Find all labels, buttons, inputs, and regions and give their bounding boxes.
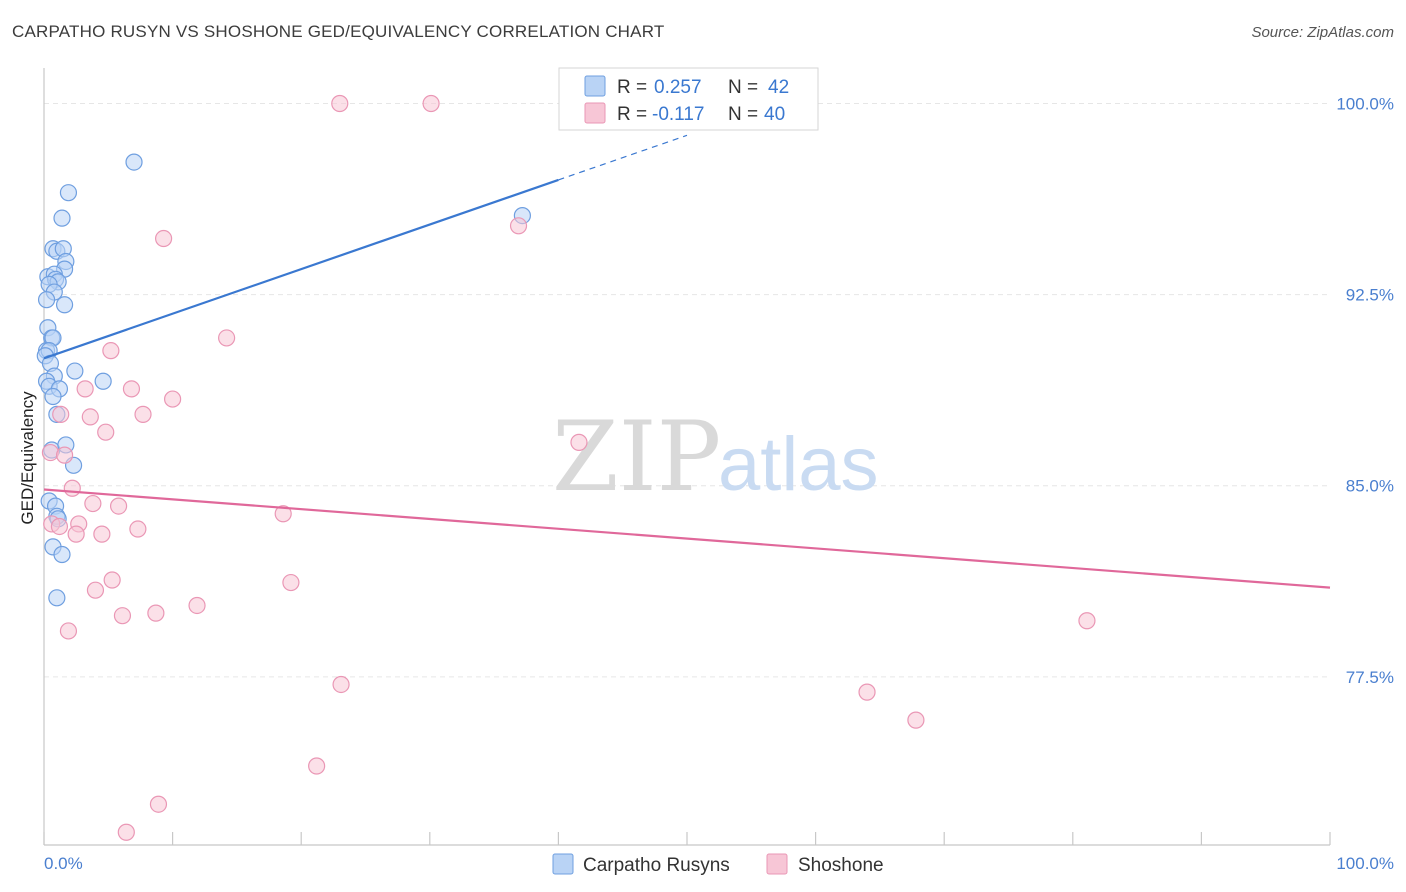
point-shoshone — [570, 433, 588, 451]
point-carpatho-rusyns — [59, 184, 78, 202]
point-carpatho-rusyns — [37, 291, 56, 309]
stats-box: R = 0.257 N = 42 R = -0.117 N = 40 — [558, 67, 819, 131]
point-carpatho-rusyns — [44, 387, 62, 406]
point-shoshone — [282, 573, 300, 592]
point-shoshone — [84, 494, 102, 513]
y-tick-labels: 77.5% 85.0% 92.5% 100.0% — [1336, 94, 1394, 686]
point-shoshone — [188, 596, 206, 615]
point-shoshone — [422, 94, 440, 113]
stats-r-value-blue: 0.257 — [654, 77, 702, 98]
point-shoshone — [858, 683, 876, 701]
point-shoshone — [331, 94, 349, 113]
point-shoshone — [509, 217, 528, 235]
y-tick-label: 77.5% — [1346, 668, 1394, 687]
point-shoshone — [274, 505, 292, 523]
point-shoshone — [147, 604, 165, 622]
legend-label-carpatho-rusyns: Carpatho Rusyns — [583, 855, 730, 876]
point-carpatho-rusyns — [125, 153, 143, 171]
point-carpatho-rusyns — [55, 296, 74, 314]
point-shoshone — [907, 711, 925, 729]
series-carpatho-rusyns — [36, 153, 531, 607]
point-shoshone — [50, 517, 69, 536]
watermark-atlas: atlas — [718, 422, 879, 507]
point-shoshone — [154, 229, 173, 248]
point-shoshone — [113, 607, 132, 625]
legend-swatch-shoshone — [766, 853, 788, 875]
stats-n-label-pink: N = — [728, 104, 758, 125]
legend-swatch-carpatho-rusyns — [552, 853, 574, 875]
gridlines — [44, 102, 1330, 678]
watermark: ZIP atlas — [552, 401, 879, 513]
point-shoshone — [67, 525, 85, 543]
point-shoshone — [86, 581, 105, 599]
point-shoshone — [332, 675, 350, 694]
point-shoshone — [103, 571, 121, 589]
point-shoshone — [134, 405, 152, 423]
x-tick-label-max: 100.0% — [1336, 854, 1394, 873]
stats-n-label-blue: N = — [728, 77, 758, 98]
point-shoshone — [1078, 612, 1096, 630]
y-tick-label: 85.0% — [1346, 477, 1394, 496]
stats-swatch-pink — [584, 102, 606, 124]
x-tick-label-min: 0.0% — [44, 854, 83, 873]
trend-line-carpatho-rusyns-extension — [558, 134, 688, 181]
point-carpatho-rusyns — [94, 372, 112, 390]
stats-r-label-blue: R = — [617, 77, 647, 98]
stats-swatch-blue — [584, 75, 606, 97]
y-axis-label: GED/Equivalency — [18, 391, 37, 525]
trend-line-carpatho-rusyns — [43, 178, 559, 360]
watermark-zip: ZIP — [552, 401, 721, 513]
legend-label-shoshone: Shoshone — [798, 855, 884, 876]
point-shoshone — [52, 405, 70, 423]
y-tick-label: 100.0% — [1336, 94, 1394, 113]
point-shoshone — [164, 390, 182, 408]
point-shoshone — [81, 408, 99, 426]
point-shoshone — [55, 446, 74, 464]
point-shoshone — [102, 342, 120, 360]
point-shoshone — [41, 443, 60, 462]
point-shoshone — [63, 479, 81, 497]
point-carpatho-rusyns — [53, 209, 71, 227]
chart-title: CARPATHO RUSYN VS SHOSHONE GED/EQUIVALEN… — [12, 22, 665, 41]
point-shoshone — [109, 497, 128, 515]
y-tick-label: 92.5% — [1346, 286, 1394, 305]
point-shoshone — [218, 329, 236, 347]
stats-n-value-pink: 40 — [764, 104, 785, 125]
point-shoshone — [308, 757, 326, 775]
point-shoshone — [93, 525, 111, 543]
point-shoshone — [122, 380, 141, 398]
point-shoshone — [59, 622, 78, 640]
stats-r-value-pink: -0.117 — [652, 104, 704, 125]
series-shoshone — [41, 94, 1096, 841]
stats-r-label-pink: R = — [617, 104, 647, 125]
point-shoshone — [117, 823, 135, 841]
x-axis-ticks — [43, 832, 1331, 845]
stats-n-value-blue: 42 — [768, 77, 789, 98]
trend-line-shoshone — [43, 488, 1331, 589]
point-carpatho-rusyns — [66, 362, 84, 380]
point-shoshone — [149, 795, 168, 813]
point-shoshone — [76, 380, 94, 398]
point-shoshone — [129, 520, 147, 538]
trend-lines — [43, 134, 1331, 589]
legend: Carpatho Rusyns Shoshone — [552, 853, 884, 876]
point-shoshone — [97, 423, 115, 441]
point-carpatho-rusyns — [53, 545, 71, 564]
source-label: Source: ZipAtlas.com — [1251, 24, 1394, 41]
point-carpatho-rusyns — [48, 589, 66, 607]
